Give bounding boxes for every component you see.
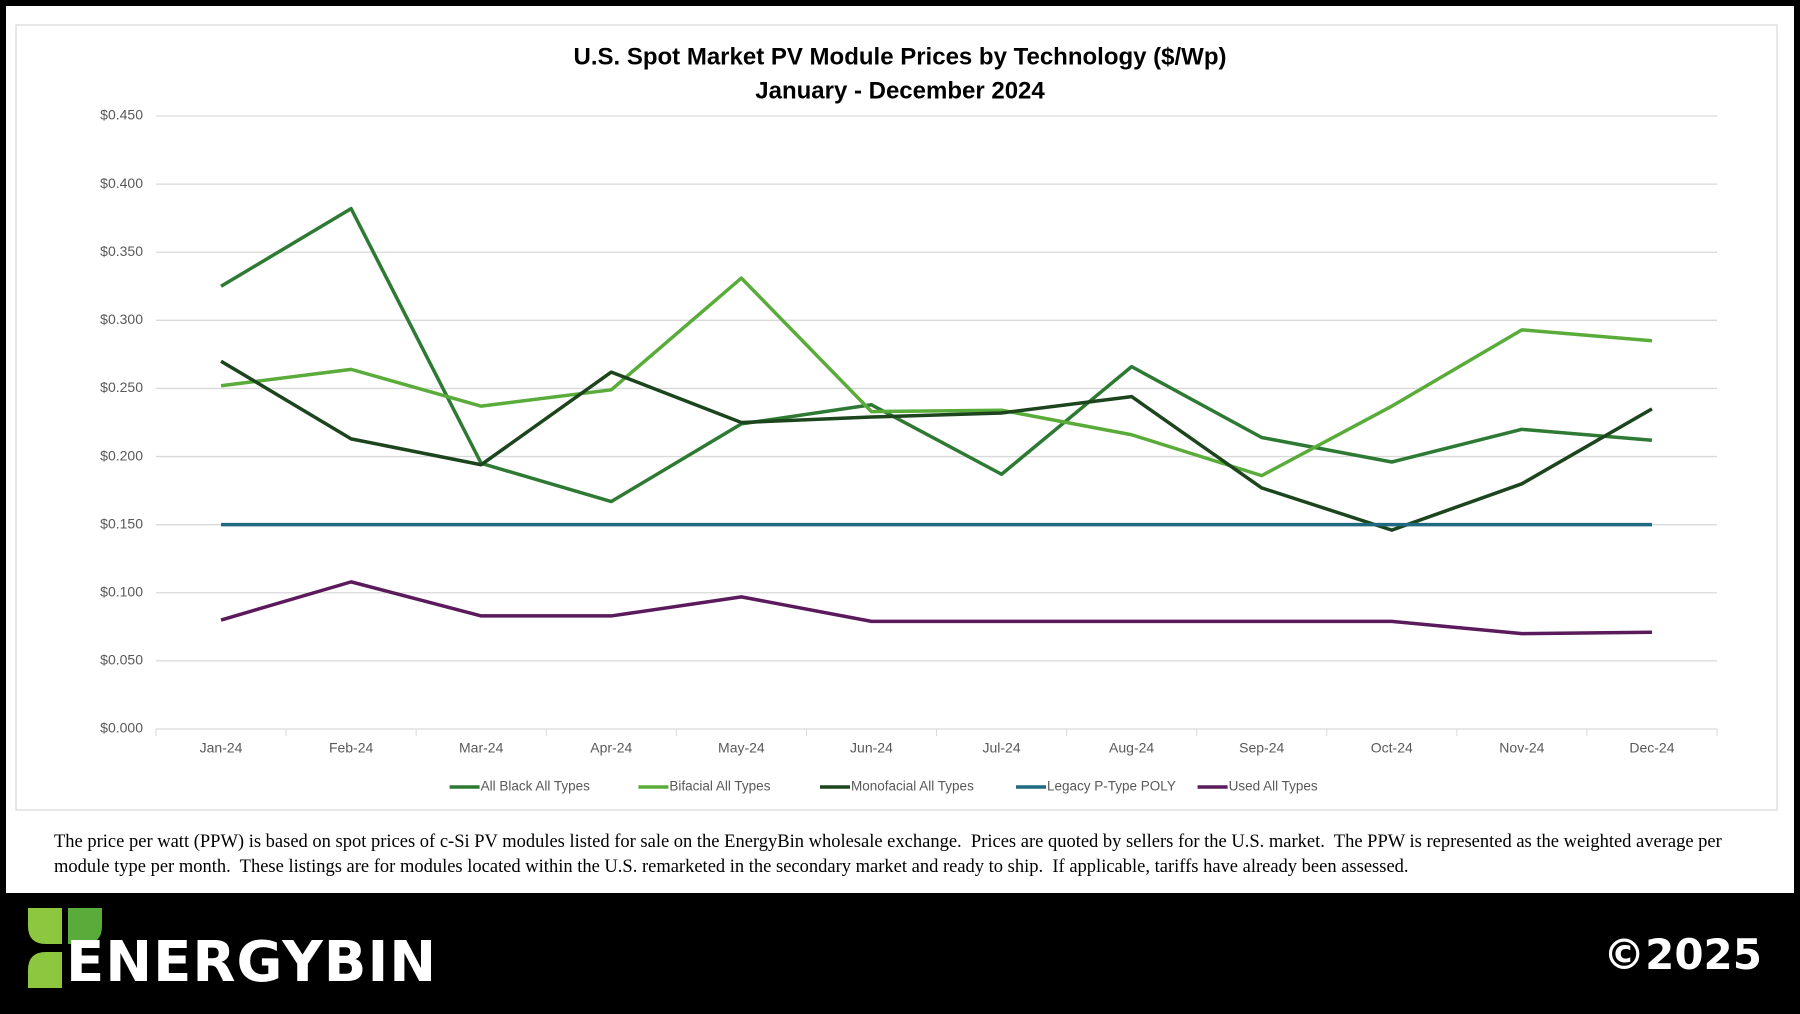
y-tick-label: $0.050 bbox=[100, 652, 143, 668]
x-tick-label: Dec-24 bbox=[1629, 740, 1674, 756]
x-tick-label: Oct-24 bbox=[1371, 740, 1413, 756]
legend-label: Used All Types bbox=[1229, 779, 1318, 794]
chart: U.S. Spot Market PV Module Prices by Tec… bbox=[15, 24, 1778, 811]
y-tick-label: $0.100 bbox=[100, 583, 143, 599]
x-tick-label: Jul-24 bbox=[982, 740, 1020, 756]
y-tick-label: $0.450 bbox=[100, 107, 143, 123]
legend-label: Legacy P-Type POLY bbox=[1047, 779, 1176, 794]
logo-text: ENERGYBIN bbox=[66, 930, 438, 995]
y-tick-label: $0.200 bbox=[100, 447, 143, 463]
logo-icon bbox=[28, 908, 102, 988]
leaf bbox=[28, 952, 62, 988]
y-tick-label: $0.250 bbox=[100, 379, 143, 395]
series-line bbox=[220, 206, 1653, 504]
y-tick-label: $0.400 bbox=[100, 175, 143, 191]
panel bbox=[6, 6, 1794, 893]
x-tick-label: Apr-24 bbox=[590, 740, 632, 756]
series-line bbox=[220, 359, 1653, 532]
chart-subtitle: January - December 2024 bbox=[755, 77, 1045, 104]
series-line bbox=[220, 276, 1653, 478]
x-tick-label: Sep-24 bbox=[1239, 740, 1284, 756]
y-tick-label: $0.000 bbox=[100, 720, 143, 736]
legend-label: Monofacial All Types bbox=[851, 779, 974, 794]
x-tick-label: May-24 bbox=[718, 740, 765, 756]
leaf bbox=[68, 908, 102, 944]
chart-title: U.S. Spot Market PV Module Prices by Tec… bbox=[574, 43, 1227, 70]
x-tick-label: Mar-24 bbox=[459, 740, 504, 756]
y-tick-label: $0.150 bbox=[100, 515, 143, 531]
series-line bbox=[220, 580, 1652, 636]
x-tick-label: Feb-24 bbox=[329, 740, 374, 756]
footnote: The price per watt (PPW) is based on spo… bbox=[54, 832, 1727, 877]
chart-border bbox=[15, 24, 1778, 811]
x-tick-label: Jun-24 bbox=[850, 740, 893, 756]
copyright: ©2025 bbox=[1603, 930, 1762, 979]
legend-label: All Black All Types bbox=[481, 779, 591, 794]
x-tick-label: Jan-24 bbox=[200, 740, 243, 756]
y-tick-label: $0.300 bbox=[100, 311, 143, 327]
legend-label: Bifacial All Types bbox=[669, 779, 770, 794]
x-tick-label: Nov-24 bbox=[1499, 740, 1544, 756]
leaf bbox=[28, 908, 62, 944]
y-tick-label: $0.350 bbox=[100, 243, 143, 259]
x-tick-label: Aug-24 bbox=[1109, 740, 1154, 756]
